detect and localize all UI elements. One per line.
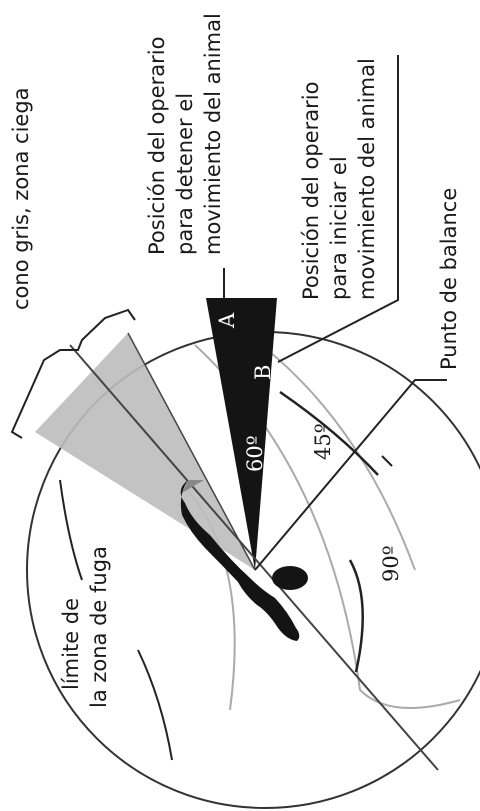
label-flight-zone-2: la zona de fuga [87,546,111,708]
arc-flight-zone-2 [137,649,173,761]
arc-90 [348,559,364,673]
arc-flight-zone [59,479,83,581]
blind-zone-bracket [10,308,136,439]
label-stop-position-3: movimiento del animal [201,13,225,255]
blind-cone [35,333,255,570]
label-start-position-2: para iniciar el [327,156,351,300]
position-b-leader [277,55,399,363]
label-angle-60: 60º [243,435,267,472]
inner-arc-3 [254,339,416,571]
arc-45-tick [381,455,393,467]
balance-point-leader [254,379,447,571]
label-blind-zone: cono gris, zona ciega [9,87,33,310]
arc-45 [279,390,379,476]
label-balance-point: Punto de balance [437,188,461,370]
sector-ab [206,298,277,570]
label-stop-position-2: para detener el [173,93,197,255]
axis-line [69,344,439,771]
label-point-a: A [215,312,239,329]
label-start-position-1: Posición del operario [299,82,323,300]
label-flight-zone-1: límite de [59,598,83,690]
label-start-position-3: movimiento del animal [355,58,379,300]
cone-edge-line [127,332,256,571]
label-angle-90: 90º [379,545,403,582]
label-point-b: B [251,365,275,380]
animal-icon [180,480,308,641]
label-stop-position-1: Posición del operario [145,37,169,255]
label-angle-45: 45º [311,423,335,460]
